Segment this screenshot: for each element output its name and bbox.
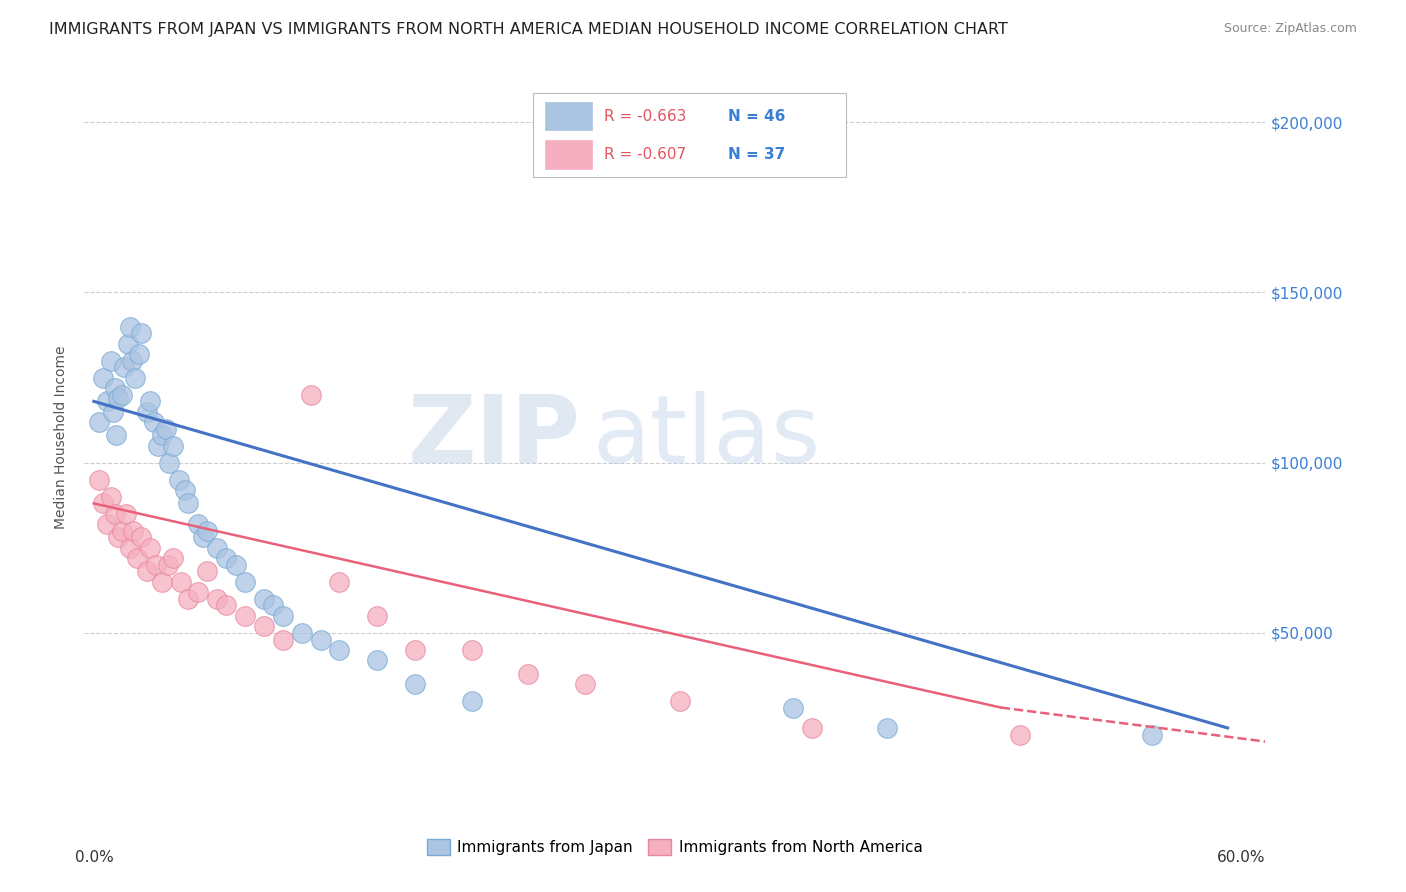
Point: [225, 558, 247, 572]
Point: [157, 456, 180, 470]
Legend: Immigrants from Japan, Immigrants from North America: Immigrants from Japan, Immigrants from N…: [420, 833, 929, 861]
FancyBboxPatch shape: [533, 94, 846, 178]
Point: [150, 428, 173, 442]
Point: [104, 507, 127, 521]
Point: [150, 574, 173, 589]
Point: [118, 541, 141, 555]
Point: [309, 632, 332, 647]
Point: [271, 632, 294, 647]
Point: [262, 599, 284, 613]
Point: [96, 394, 118, 409]
Point: [187, 516, 209, 531]
Point: [167, 473, 190, 487]
Point: [124, 370, 146, 384]
Point: [101, 404, 124, 418]
Point: [127, 550, 149, 565]
Point: [115, 507, 138, 521]
Point: [253, 591, 276, 606]
Point: [195, 524, 218, 538]
Point: [461, 694, 484, 708]
Point: [91, 496, 114, 510]
Point: [271, 608, 294, 623]
Text: ZIP: ZIP: [408, 391, 581, 483]
Point: [299, 387, 322, 401]
Point: [155, 421, 177, 435]
Point: [193, 531, 215, 545]
Text: R = -0.607: R = -0.607: [605, 147, 686, 162]
Point: [233, 608, 256, 623]
Point: [162, 550, 184, 565]
Point: [177, 496, 200, 510]
Text: N = 46: N = 46: [728, 109, 786, 123]
Point: [328, 574, 350, 589]
Point: [111, 387, 134, 401]
Point: [800, 721, 823, 735]
Point: [668, 694, 690, 708]
Text: N = 37: N = 37: [728, 147, 786, 162]
Point: [170, 574, 193, 589]
Point: [461, 642, 484, 657]
Point: [104, 381, 127, 395]
Point: [253, 619, 276, 633]
Point: [129, 531, 152, 545]
Text: 0.0%: 0.0%: [75, 850, 114, 865]
Point: [205, 541, 228, 555]
Point: [291, 625, 314, 640]
Point: [404, 677, 426, 691]
Point: [876, 721, 898, 735]
Point: [112, 360, 135, 375]
Point: [205, 591, 228, 606]
Point: [118, 319, 141, 334]
Point: [156, 558, 179, 572]
Point: [91, 370, 114, 384]
Point: [173, 483, 195, 497]
Point: [96, 516, 118, 531]
Point: [574, 677, 596, 691]
Text: atlas: atlas: [592, 391, 821, 483]
Point: [366, 653, 388, 667]
Point: [100, 353, 122, 368]
Point: [128, 347, 150, 361]
Text: IMMIGRANTS FROM JAPAN VS IMMIGRANTS FROM NORTH AMERICA MEDIAN HOUSEHOLD INCOME C: IMMIGRANTS FROM JAPAN VS IMMIGRANTS FROM…: [49, 22, 1008, 37]
Point: [89, 415, 111, 429]
Point: [195, 565, 218, 579]
Point: [111, 524, 134, 538]
Point: [187, 585, 209, 599]
Point: [366, 608, 388, 623]
Point: [517, 666, 540, 681]
Point: [146, 439, 169, 453]
Point: [117, 336, 139, 351]
Point: [135, 404, 157, 418]
Point: [135, 565, 157, 579]
Bar: [546, 102, 592, 130]
Text: Source: ZipAtlas.com: Source: ZipAtlas.com: [1223, 22, 1357, 36]
Point: [782, 700, 804, 714]
Point: [122, 524, 145, 538]
Point: [1008, 728, 1031, 742]
Bar: [546, 140, 592, 169]
Point: [233, 574, 256, 589]
Point: [129, 326, 152, 341]
Point: [107, 391, 129, 405]
Point: [328, 642, 350, 657]
Point: [162, 439, 184, 453]
Point: [105, 428, 128, 442]
Point: [215, 599, 238, 613]
Point: [145, 558, 167, 572]
Text: 60.0%: 60.0%: [1218, 850, 1265, 865]
Point: [121, 353, 143, 368]
Text: R = -0.663: R = -0.663: [605, 109, 686, 123]
Point: [139, 394, 162, 409]
Point: [100, 490, 122, 504]
Point: [89, 473, 111, 487]
Point: [107, 531, 129, 545]
Point: [404, 642, 426, 657]
Point: [177, 591, 200, 606]
Point: [139, 541, 162, 555]
Point: [215, 550, 238, 565]
Y-axis label: Median Household Income: Median Household Income: [53, 345, 67, 529]
Point: [143, 415, 166, 429]
Point: [1140, 728, 1163, 742]
